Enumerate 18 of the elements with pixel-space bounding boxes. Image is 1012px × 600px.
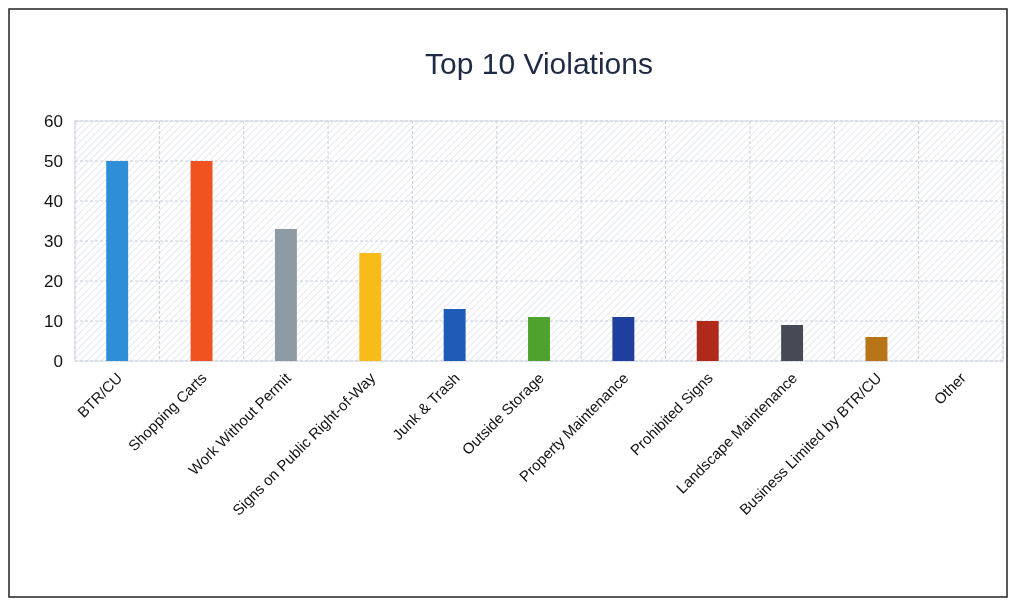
bar — [865, 337, 888, 361]
bar — [443, 309, 466, 361]
y-tick-label: 60 — [44, 111, 63, 131]
y-tick-label: 50 — [44, 151, 63, 171]
y-tick-label: 0 — [53, 351, 63, 371]
bar — [274, 229, 297, 361]
chart-title: Top 10 Violations — [425, 47, 653, 80]
bar — [190, 161, 213, 361]
y-tick-label: 40 — [44, 191, 63, 211]
bar — [528, 317, 550, 361]
y-tick-label: 30 — [44, 231, 63, 251]
bar — [696, 321, 719, 361]
y-tick-label: 20 — [44, 271, 63, 291]
bar — [106, 161, 129, 361]
bar — [612, 317, 635, 361]
y-tick-label: 10 — [44, 311, 63, 331]
bar — [359, 253, 382, 361]
bar — [781, 325, 804, 361]
